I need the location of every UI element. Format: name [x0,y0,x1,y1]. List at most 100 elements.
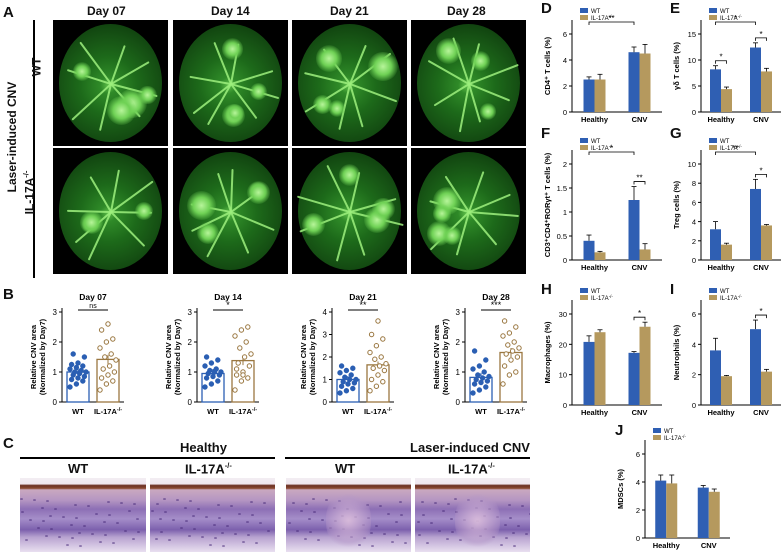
y-tick-label: 3 [53,308,58,317]
x-tick-sup: -/- [252,407,257,413]
histology-texture [404,542,407,544]
sig-bracket [755,173,767,178]
day-label-28: Day 28 [447,4,486,18]
histology-texture [176,499,179,501]
data-point [106,363,113,369]
histology-ko-healthy [150,478,275,552]
data-point [484,378,491,384]
bar [628,200,640,260]
cnv-lesion [72,62,92,81]
data-point [348,372,354,378]
data-point [473,376,479,383]
sub-wt-cnv: WT [335,461,356,476]
bar [639,326,651,405]
histology-texture [163,498,166,500]
histology-texture [160,531,163,533]
data-point [503,351,509,357]
bar [708,491,720,538]
legend-sup: -/- [738,144,743,149]
x-tick-label: Healthy [707,115,735,124]
histology-texture [87,505,90,507]
histology-texture [375,525,378,527]
data-point [381,367,388,374]
y-axis-label-line1: Relative CNV area [432,324,441,389]
histology-texture [155,538,158,540]
cnv-lesion-histology [326,493,371,548]
data-point [511,339,517,345]
histology-texture [29,519,32,521]
y-tick-label: 8 [692,179,696,188]
scatter-chart: Day 21 0 1 2 3 4 Relative CNV area(Normalized … [299,292,394,416]
x-tick-label: Healthy [707,263,735,272]
histology-texture [525,533,528,535]
data-point [370,365,376,371]
y-axis-label-line2: (Normalized by Day7) [173,318,182,395]
histology-texture [288,522,291,524]
legend-sup: -/- [609,14,614,19]
y-tick-label: 1.5 [557,184,567,193]
y-tick-label: 0 [563,108,567,117]
legend-label: WT [591,139,601,145]
fundus-image [411,20,526,146]
sig-bracket [715,60,727,64]
data-point [372,356,378,362]
histology-texture [383,533,386,535]
legend-sup: -/- [738,14,743,19]
bar-chart-f: 0 0.5 1 1.5 2 CD3⁺CD4⁺RORγt⁺ T cells (%) WTIL-… [543,138,662,272]
histology-texture [213,524,216,526]
data-point [478,379,484,386]
histology-texture [222,545,225,547]
histology-texture [79,545,82,547]
bar [583,240,595,260]
data-point [75,360,81,366]
data-point [483,357,489,363]
histology-texture [251,514,254,516]
y-tick-label: 3 [456,308,461,317]
data-point [245,375,251,381]
fundus-image [411,148,526,274]
data-point [83,369,89,375]
data-point [516,345,522,351]
bar [761,371,772,405]
data-point [486,373,492,380]
bar [628,52,640,112]
data-point [105,321,111,327]
data-point [350,385,356,392]
data-point [102,354,108,360]
y-tick-label: 0 [563,401,567,410]
histology-texture [168,539,171,541]
histology-texture [387,513,390,515]
histology-texture [91,533,94,535]
histology-texture [255,542,258,544]
data-point [346,376,353,383]
histology-ko-cnv [415,478,530,552]
legend-label: WT [664,429,674,435]
y-tick-label: 20 [559,340,567,349]
legend-swatch [709,8,717,13]
panel-label-e: E [670,0,681,17]
histology-texture [450,518,453,520]
sig-label: *** [491,300,502,310]
y-tick-label: 0 [692,401,696,410]
histology-texture [49,515,52,517]
data-point [481,369,487,375]
legend-label: WT [720,289,730,295]
y-tick-label: 0 [53,398,58,407]
data-point [505,342,511,348]
histology-texture [426,542,429,544]
histology-texture [136,518,139,520]
histology-texture [128,510,131,512]
data-point [345,381,351,387]
x-tick-label: CNV [753,263,769,272]
data-point [476,363,483,369]
sig-label: * [759,30,762,39]
sig-label: ** [732,144,738,153]
histology-texture [21,511,24,513]
panel-label-f: F [541,125,551,142]
legend-swatch [709,15,717,20]
histology-texture [192,515,195,517]
histology-texture [309,531,312,533]
bar [639,249,651,260]
